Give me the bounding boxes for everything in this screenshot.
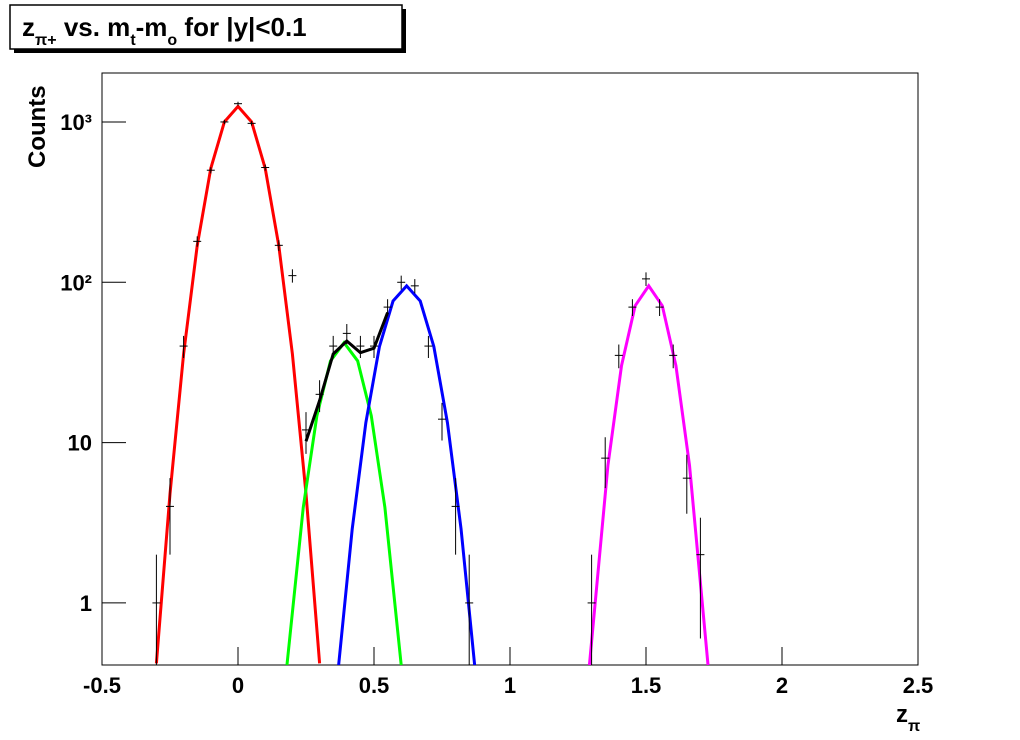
x-tick-label: 1 (504, 673, 516, 698)
data-point (601, 437, 610, 489)
y-axis-label: Counts (24, 85, 51, 168)
data-point (302, 412, 310, 454)
data-point (438, 402, 446, 441)
x-tick-label: 0 (232, 673, 244, 698)
data-point (220, 119, 229, 125)
data-point (655, 299, 664, 317)
title-box (9, 4, 403, 50)
data-point (614, 344, 623, 369)
data-point (451, 478, 460, 555)
data-point (397, 275, 406, 290)
data-point (410, 279, 419, 294)
chart-title: zπ+ vs. mt-mo for |y|<0.1 (22, 12, 307, 49)
data-point (166, 478, 174, 555)
y-tick-label: 10³ (60, 110, 92, 135)
x-label-part: π (908, 718, 920, 735)
x-tick-label: 0.5 (359, 673, 390, 698)
fit-curve (337, 283, 477, 665)
x-tick-label: -0.5 (83, 673, 121, 698)
data-point (465, 554, 474, 665)
data-point (682, 454, 691, 514)
data-point (152, 554, 161, 665)
title-part: π+ (35, 32, 57, 49)
title-part: z (22, 12, 35, 42)
title-part: vs. m (57, 12, 131, 42)
x-tick-label: 1.5 (631, 673, 662, 698)
y-tick-label: 1 (80, 591, 92, 616)
plot-frame (101, 72, 919, 666)
data-point (247, 121, 256, 126)
data-point (329, 335, 338, 359)
data-point (424, 335, 433, 359)
data-point (370, 335, 378, 359)
data-point (669, 344, 678, 369)
data-point (356, 335, 365, 359)
data-point (288, 269, 297, 283)
data-point (274, 240, 283, 251)
y-tick-label: 10 (68, 431, 92, 456)
fit-curve (587, 283, 710, 665)
x-axis-label: zπ (896, 701, 920, 735)
x-tick-label: 2 (776, 673, 788, 698)
title-part: -m (136, 12, 168, 42)
data-point (234, 101, 242, 106)
data-point (315, 380, 324, 413)
x-tick-label: 2.5 (903, 673, 934, 698)
title-part: t (130, 32, 136, 49)
plot-area (152, 101, 710, 665)
data-point (628, 299, 637, 317)
data-point (587, 554, 596, 665)
title-part: for |y|<0.1 (177, 12, 306, 42)
data-point (206, 167, 215, 174)
data-point (342, 324, 351, 345)
y-tick-label: 10² (60, 270, 92, 295)
x-label-part: z (896, 701, 908, 728)
data-point (642, 272, 650, 286)
data-point (179, 335, 188, 359)
data-point (696, 517, 705, 639)
data-point (383, 299, 392, 317)
data-point (261, 164, 270, 171)
title-part: o (167, 32, 177, 49)
data-point (193, 236, 202, 247)
